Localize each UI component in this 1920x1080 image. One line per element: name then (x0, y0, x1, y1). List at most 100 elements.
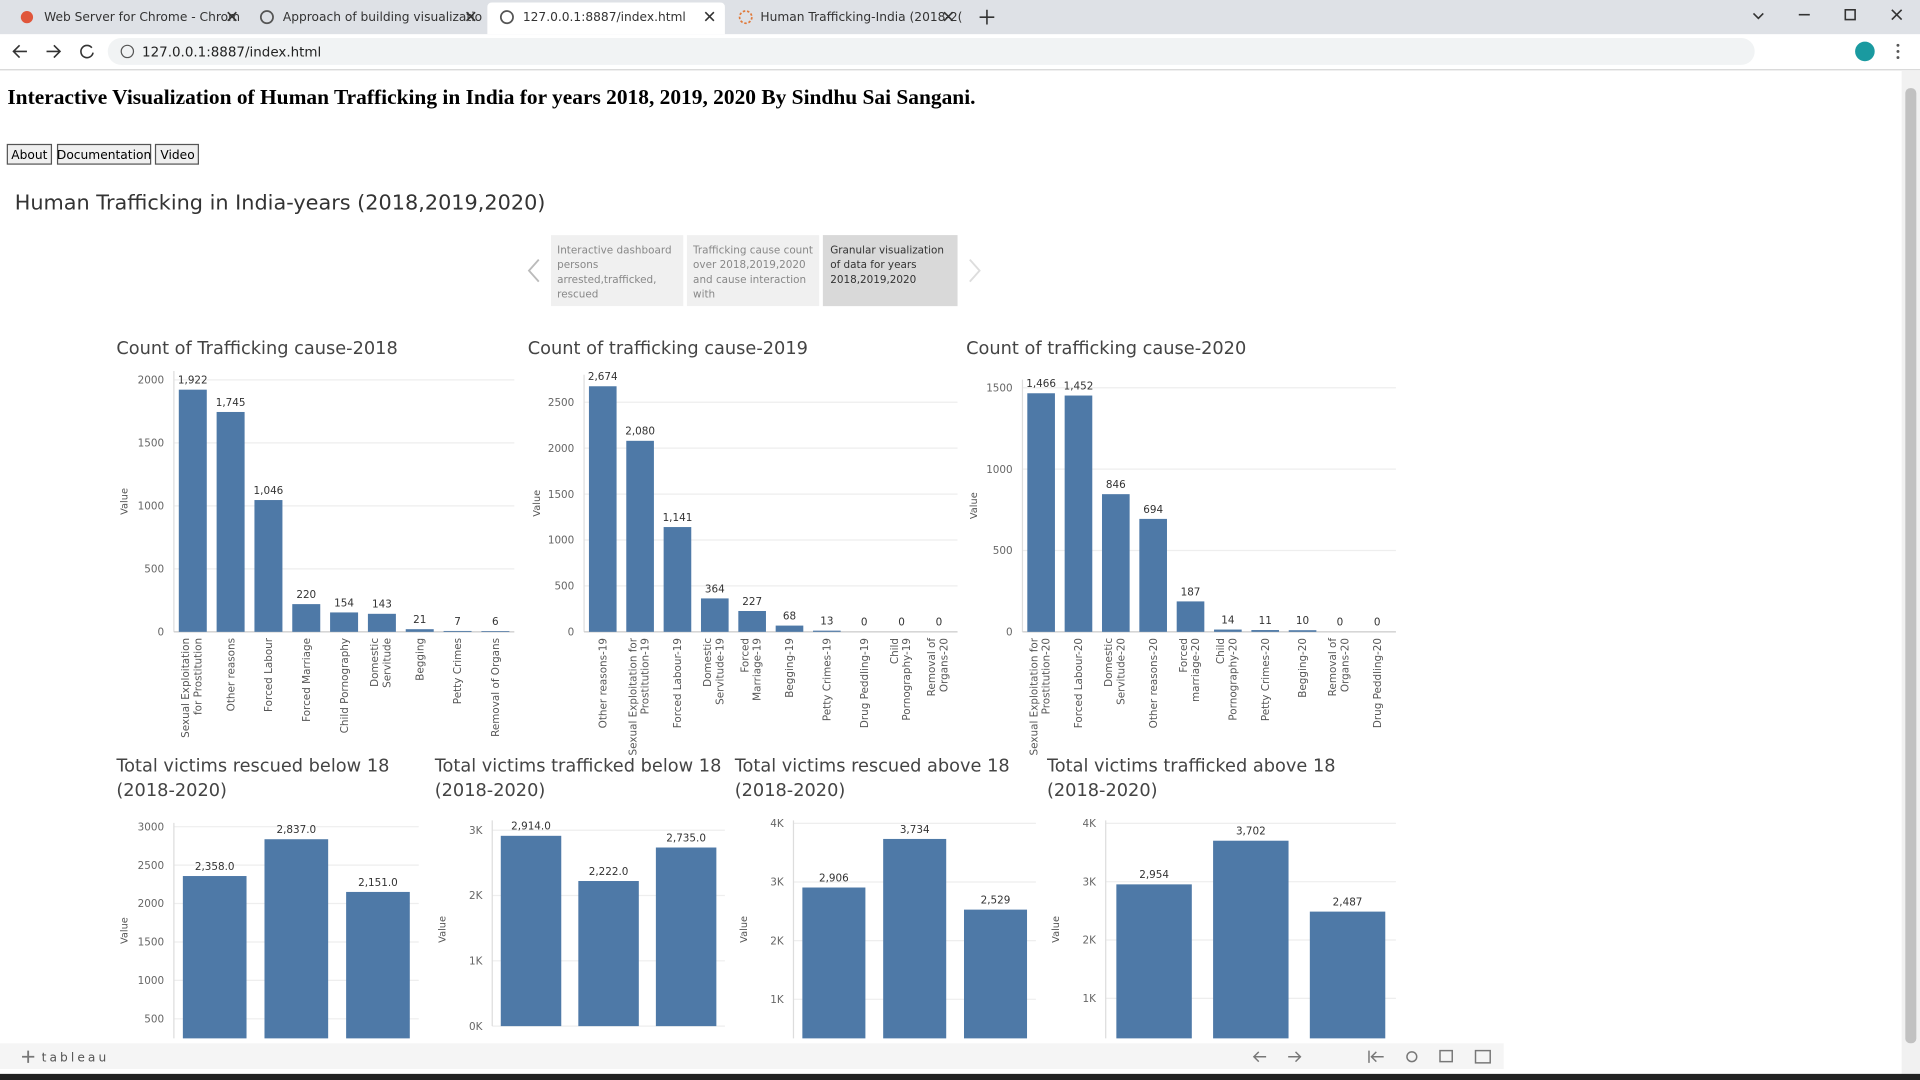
scrollbar-thumb[interactable] (1905, 88, 1917, 1044)
share[interactable] (1406, 1051, 1418, 1063)
story-text[interactable]: Granular visualization of data for years… (830, 244, 945, 287)
story-next[interactable] (969, 258, 981, 283)
x-tick-label: Forced marriage-20 (1178, 638, 1202, 705)
dashboard-title: Human Trafficking in India-years (2018,2… (15, 190, 546, 214)
button[interactable] (56, 143, 152, 165)
bottom-edge (0, 1073, 1920, 1080)
value-label: 0 (861, 617, 868, 629)
active-tab[interactable] (487, 2, 725, 35)
button[interactable] (6, 143, 53, 165)
profile[interactable] (1855, 41, 1875, 62)
button-label[interactable]: Video (160, 148, 194, 162)
value-label: 187 (1181, 586, 1201, 598)
value-label: 154 (334, 597, 354, 609)
story-point[interactable] (822, 235, 958, 307)
address-bar[interactable] (107, 37, 1755, 65)
chart: Total victims trafficked below 18 (2018-… (435, 757, 725, 1033)
bar (588, 386, 617, 632)
tab-title[interactable]: Human Trafficking-India (2018-2( (760, 10, 962, 24)
value-label: 846 (1106, 479, 1126, 491)
url[interactable]: 127.0.0.1:8887/index.html (142, 45, 321, 60)
redo[interactable] (1288, 1051, 1302, 1063)
charts: Count of Trafficking cause-2018 Value 0 500… (116, 339, 1396, 1039)
undo[interactable] (1252, 1051, 1267, 1063)
x-tick-label: Begging (414, 638, 426, 681)
tab-close[interactable] (704, 11, 715, 22)
x-tick-label: Domestic Servitude-20 (1103, 638, 1127, 708)
forward[interactable] (46, 44, 62, 59)
bar (1101, 494, 1130, 632)
logo-mark (22, 1050, 35, 1063)
bar (1288, 630, 1317, 632)
bar (738, 610, 766, 632)
story-text-box: Interactive dashboard persons arrested,t… (557, 244, 672, 300)
story-prev[interactable] (527, 258, 540, 283)
tab-title[interactable]: Web Server for Chrome - Chrom (44, 10, 240, 24)
story-point[interactable] (686, 235, 820, 307)
y-tick-label: 1K (1082, 993, 1097, 1005)
tab-title[interactable]: Approach of building visualizatio (283, 10, 482, 24)
tab-close[interactable] (943, 11, 954, 22)
value-label: 2,914.0 (511, 821, 551, 833)
chart: Count of Trafficking cause-2018 Value 0 500… (116, 339, 515, 738)
tab-search[interactable] (1752, 12, 1764, 20)
y-tick-label: 2500 (548, 397, 574, 409)
bar (663, 527, 692, 632)
y-tick-label: 1000 (986, 464, 1012, 476)
tab-close[interactable] (465, 11, 476, 22)
chart-title: Total victims rescued above 18 (2018-202… (734, 756, 1010, 801)
value-label: 2,487 (1333, 896, 1363, 908)
bar (963, 909, 1028, 1039)
x-tick-label: Petty Crimes-20 (1260, 638, 1272, 721)
tab-close[interactable] (227, 11, 237, 22)
back[interactable] (12, 44, 27, 59)
story-point[interactable] (551, 235, 684, 307)
info-icon[interactable] (120, 44, 135, 59)
fullscreen[interactable] (1474, 1049, 1491, 1064)
story-text[interactable]: Interactive dashboard persons arrested,t… (557, 244, 672, 300)
y-tick-label: 500 (144, 564, 164, 576)
bar (330, 612, 359, 632)
bar (1214, 629, 1242, 632)
reload[interactable] (80, 44, 94, 59)
restore[interactable] (1844, 9, 1856, 21)
x-tick-label: Drug Peddling-20 (1372, 638, 1384, 728)
chart-title-box: Total victims rescued above 18 (2018-202… (734, 756, 1010, 801)
y-tick-label: 4K (1082, 818, 1097, 830)
close-window[interactable] (1891, 9, 1903, 21)
bar (626, 440, 654, 632)
chart: Count of trafficking cause-2020 Value 0 500… (966, 339, 1396, 755)
value-label: 2,906 (819, 872, 849, 884)
bar (264, 839, 329, 1039)
x-tick-label: Sexual Exploitation for Prostitution-19 (627, 637, 651, 755)
bar (443, 630, 472, 632)
x-tick-label: Removal of Organs-20 (926, 638, 950, 697)
download[interactable] (1439, 1049, 1453, 1063)
tab-title[interactable]: 127.0.0.1:8887/index.html (523, 10, 686, 24)
bar (1116, 884, 1192, 1039)
bar (182, 876, 247, 1039)
x-tick-label: Domestic Servitude (369, 638, 393, 692)
y-tick-label: 0 (1006, 627, 1013, 639)
chart-title-box: Total victims rescued below 18 (2018-202… (116, 757, 389, 801)
new-tab[interactable] (979, 9, 995, 25)
button-label[interactable]: Documentation (57, 148, 151, 162)
chart: Total victims trafficked above 18 (2018-… (1047, 757, 1396, 1039)
button[interactable] (154, 143, 199, 165)
story-text-box: Granular visualization of data for years… (830, 244, 945, 287)
button-label[interactable]: About (11, 148, 47, 162)
bar (1064, 395, 1093, 632)
revert[interactable] (1368, 1050, 1384, 1063)
bar (216, 411, 245, 632)
tableau-toolbar (0, 1043, 1504, 1069)
y-tick-label: 1000 (548, 535, 574, 547)
bar (292, 604, 321, 632)
tableau-logo[interactable]: tableau (42, 1051, 110, 1065)
bar (367, 613, 396, 632)
story-text[interactable]: Trafficking cause count over 2018,2019,2… (693, 244, 813, 300)
x-tick-label: Other reasons-20 (1148, 638, 1160, 728)
value-label: 11 (1259, 615, 1272, 627)
value-label: 2,080 (625, 426, 655, 438)
y-tick-label: 2000 (548, 443, 574, 455)
bar (1139, 518, 1167, 632)
